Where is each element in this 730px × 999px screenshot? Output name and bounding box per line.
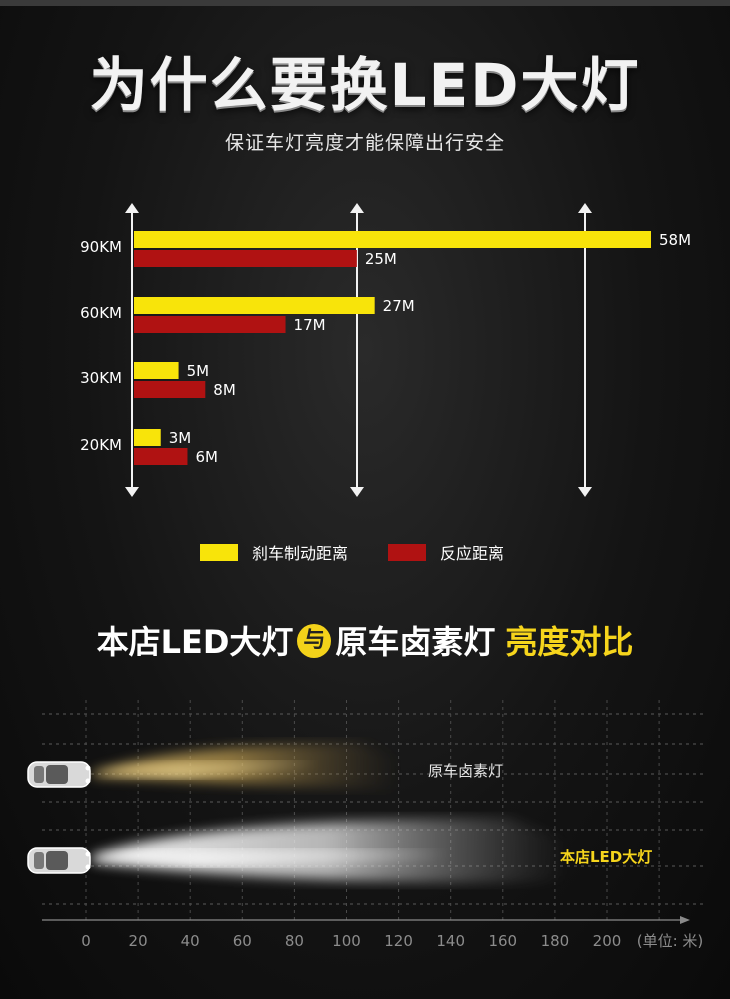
page-subtitle: 保证车灯亮度才能保障出行安全	[224, 132, 505, 154]
bar-value-label: 25M	[365, 250, 397, 268]
x-tick-label: 80	[285, 932, 304, 950]
x-tick-label: 40	[181, 932, 200, 950]
reference-arrow-down-0	[125, 487, 139, 497]
x-tick-label: 60	[233, 932, 252, 950]
x-tick-label: 140	[436, 932, 465, 950]
bar-value-label: 58M	[659, 231, 691, 249]
halogen-beam-core	[92, 762, 319, 778]
car-rear-window	[34, 766, 44, 783]
x-unit-label: (单位: 米)	[637, 932, 704, 950]
beam-x-axis: 0 20 40 60 80 100 120 140 160 180 200 (单位: 米)	[42, 916, 703, 950]
car-halogen	[27, 761, 91, 788]
x-tick-label: 120	[384, 932, 413, 950]
bar-braking	[134, 362, 179, 379]
beam-grid	[42, 700, 705, 920]
bar-value-label: 8M	[213, 381, 236, 399]
bar-value-label: 6M	[195, 448, 218, 466]
reference-arrow-up-0	[125, 203, 139, 213]
headlight-right	[85, 778, 91, 784]
x-tick-label: 180	[541, 932, 570, 950]
x-tick-label: 20	[129, 932, 148, 950]
bar-reaction	[134, 448, 188, 465]
reference-arrow-down-2	[578, 487, 592, 497]
legend-label-braking: 刹车制动距离	[252, 544, 349, 563]
reference-arrow-down-1	[350, 487, 364, 497]
bar-reaction	[134, 250, 357, 267]
reference-arrow-up-1	[350, 203, 364, 213]
led-beam-core	[92, 850, 448, 866]
category-label: 30KM	[80, 369, 122, 387]
x-tick-label: 0	[81, 932, 91, 950]
comparison-title-right: 原车卤素灯	[335, 623, 496, 661]
page-title: 为什么要换LED大灯	[89, 51, 641, 119]
bar-reaction	[134, 381, 206, 398]
top-border	[0, 0, 730, 6]
legend-item-braking: 刹车制动距离	[200, 540, 348, 564]
headlight-left	[85, 851, 91, 857]
comparison-title: 本店LED大灯与原车卤素灯 亮度对比	[0, 617, 730, 663]
bar-reaction	[134, 316, 286, 333]
reference-arrow-up-2	[578, 203, 592, 213]
bar-braking	[134, 297, 375, 314]
headlight-left	[85, 765, 91, 771]
category-label: 60KM	[80, 304, 122, 322]
bar-value-label: 17M	[294, 316, 326, 334]
bar-braking	[134, 231, 651, 248]
x-tick-label: 160	[488, 932, 517, 950]
car-rear-window	[34, 852, 44, 869]
headlight-right	[85, 864, 91, 870]
vs-badge: 与	[297, 624, 332, 658]
bar-braking	[134, 429, 161, 446]
halogen-label: 原车卤素灯	[428, 762, 503, 780]
led-label: 本店LED大灯	[560, 848, 652, 866]
category-label: 90KM	[80, 238, 122, 256]
legend-swatch-reaction	[388, 543, 426, 561]
car-led	[27, 847, 91, 874]
bar-value-label: 3M	[169, 429, 192, 447]
comparison-title-highlight: 亮度对比	[505, 623, 634, 661]
x-axis-arrow	[680, 916, 690, 924]
chart-legend: 刹车制动距离 反应距离	[0, 540, 730, 564]
bar-value-label: 5M	[187, 362, 210, 380]
car-windshield	[46, 851, 68, 870]
legend-swatch-braking	[200, 543, 238, 561]
x-tick-label: 100	[332, 932, 361, 950]
legend-label-reaction: 反应距离	[440, 544, 505, 563]
category-label: 20KM	[80, 436, 122, 454]
comparison-title-left: 本店LED大灯	[96, 623, 294, 661]
bar-value-label: 27M	[383, 297, 415, 315]
car-windshield	[46, 765, 68, 784]
legend-item-reaction: 反应距离	[388, 540, 504, 564]
led-beam	[92, 818, 568, 883]
x-tick-label: 200	[593, 932, 622, 950]
